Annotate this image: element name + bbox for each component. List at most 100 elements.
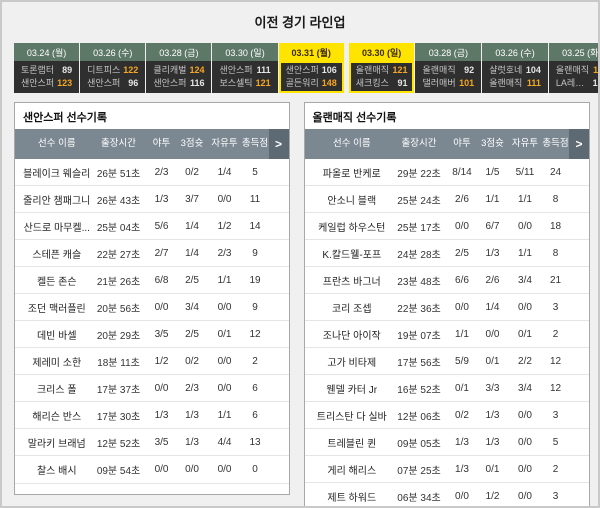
- game-scores: 클리캐벌 124 샌안스퍼 116: [146, 61, 212, 93]
- more-columns-chevron-icon[interactable]: >: [569, 129, 589, 159]
- team-score: 148: [321, 78, 337, 88]
- game-date: 03.30 (일): [348, 43, 415, 61]
- free-throws: 2/2: [518, 355, 532, 367]
- field-goals: 2/6: [455, 193, 469, 205]
- game-scores: 토론랩터 89 샌안스퍼 123: [14, 61, 80, 93]
- player-name: 조나단 아이작: [322, 330, 381, 342]
- field-goals: 0/0: [455, 220, 469, 232]
- three-pointers: 3/3: [485, 382, 500, 394]
- team-name: 샌안스퍼: [21, 78, 55, 88]
- free-throws: 0/1: [217, 328, 232, 340]
- player-row: 제레미 소한 18분 11초 1/2 0/2 0/0 2: [15, 348, 289, 375]
- player-row: 트리스탄 다 실바 12분 06초 0/2 1/3 0/0 3: [304, 402, 589, 429]
- total-points: 8: [552, 193, 559, 205]
- minutes-played: 17분 30초: [96, 411, 141, 423]
- score-line: 댈러매버 101: [417, 77, 479, 90]
- table-header: 선수 이름 출장시간 야투 3점슛 자유투 총득점 >: [15, 129, 289, 159]
- table-header: 선수 이름 출장시간 야투 3점슛 자유투 총득점 >: [304, 129, 589, 159]
- team-score: 91: [397, 78, 408, 88]
- more-columns-chevron-icon[interactable]: >: [268, 129, 289, 159]
- player-name: 스테픈 캐슬: [32, 249, 82, 261]
- player-name: K.칼드웰-포프: [322, 249, 382, 261]
- player-name: 말라키 브래넘: [27, 438, 86, 450]
- game-date: 03.30 (일): [212, 43, 278, 61]
- col-player-name: 선수 이름: [332, 138, 371, 149]
- field-goals: 0/0: [154, 464, 169, 475]
- player-row: 블레이크 웨슬리 26분 51초 2/3 0/2 1/4 5: [15, 159, 289, 186]
- game-cell[interactable]: 03.31 (월) 샌안스퍼 106 골든워리 148: [278, 43, 344, 93]
- minutes-played: 24분 28초: [397, 249, 441, 261]
- col-free-throws: 자유투: [211, 138, 238, 149]
- field-goals: 1/2: [154, 355, 169, 367]
- team-score: 121: [255, 78, 271, 88]
- score-line: 새크킹스 91: [351, 77, 413, 90]
- team-score: 101: [459, 78, 475, 88]
- player-row: 트레블린 퀸 09분 05초 1/3 1/3 0/0 5: [304, 429, 589, 456]
- score-line: 보스셀틱 121: [214, 77, 275, 90]
- three-pointers: 1/3: [485, 436, 500, 448]
- score-line: 올랜매직 121: [351, 64, 413, 77]
- team-name: 올랜매직: [555, 65, 590, 75]
- game-date: 03.28 (금): [415, 43, 482, 61]
- game-cell[interactable]: 03.26 (수) 디트피스 122 샌안스퍼 96: [80, 43, 146, 93]
- total-points: 24: [549, 166, 562, 178]
- player-row: 게리 해리스 07분 25초 1/3 0/1 0/0 2: [304, 456, 589, 483]
- free-throws: 1/4: [217, 166, 232, 178]
- minutes-played: 09분 05초: [397, 438, 441, 450]
- minutes-played: 16분 52초: [397, 384, 441, 396]
- total-points: 0: [252, 464, 258, 475]
- minutes-played: 12분 06초: [397, 411, 441, 423]
- game-cell[interactable]: 03.26 (수) 샬럿호네 104 올랜매직 111: [482, 43, 548, 93]
- free-throws: 0/0: [518, 436, 532, 448]
- field-goals: 1/3: [154, 409, 169, 421]
- team-score: 124: [189, 65, 205, 75]
- game-scores: 디트피스 122 샌안스퍼 96: [80, 61, 146, 93]
- field-goals: 8/14: [452, 166, 472, 178]
- minutes-played: 26분 51초: [96, 168, 141, 180]
- free-throws: 1/1: [217, 409, 232, 421]
- field-goals: 2/5: [455, 247, 469, 259]
- total-points: 14: [249, 220, 261, 232]
- score-line: 샌안스퍼 123: [16, 77, 77, 90]
- game-cell[interactable]: 03.30 (일) 올랜매직 121 새크킹스 91: [348, 43, 415, 93]
- game-cell[interactable]: 03.28 (금) 올랜매직 92 댈러매버 101: [415, 43, 482, 93]
- three-pointers: 1/3: [185, 409, 199, 421]
- team-name: 토론랩터: [21, 65, 55, 75]
- player-row: 해리슨 반스 17분 30초 1/3 1/3 1/1 6: [15, 402, 289, 429]
- score-line: LA레이커106: [551, 77, 598, 90]
- player-row: 조나단 아이작 19분 07초 1/1 0/0 0/1 2: [304, 321, 589, 348]
- player-name: 트레블린 퀸: [327, 438, 377, 450]
- free-throws: 0/0: [518, 220, 532, 232]
- game-cell[interactable]: 03.30 (일) 샌안스퍼 111 보스셀틱 121: [212, 43, 278, 93]
- three-pointers: 1/1: [485, 193, 500, 205]
- field-goals: 0/0: [154, 382, 169, 394]
- three-pointers: 2/3: [185, 382, 199, 394]
- team-score: 106: [592, 78, 598, 88]
- player-row: 코리 조셉 22분 36초 0/0 1/4 0/0 3: [304, 294, 589, 321]
- three-pointers: 1/3: [485, 247, 500, 259]
- game-cell[interactable]: 03.28 (금) 클리캐벌 124 샌안스퍼 116: [146, 43, 212, 93]
- game-date: 03.24 (월): [14, 43, 80, 61]
- player-row: 데빈 바셀 20분 29초 3/5 2/5 0/1 12: [15, 321, 289, 348]
- field-goals: 5/9: [455, 355, 469, 367]
- team-name: 샌안스퍼: [87, 78, 121, 88]
- field-goals: 6/6: [455, 274, 469, 286]
- col-total-points: 총득점: [542, 138, 569, 149]
- game-cell[interactable]: 03.25 (화)올랜매직118LA레이커106: [548, 43, 598, 93]
- player-name: 산드로 마무켈...: [23, 222, 90, 234]
- three-pointers: 2/6: [485, 274, 500, 286]
- team-score: 116: [189, 78, 205, 88]
- minutes-played: 17분 56초: [397, 357, 441, 369]
- field-goals: 0/0: [455, 301, 469, 313]
- minutes-played: 07분 25초: [397, 465, 441, 477]
- player-row: 고가 비타제 17분 56초 5/9 0/1 2/2 12: [304, 348, 589, 375]
- col-total-points: 총득점: [241, 138, 269, 149]
- score-line: 샌안스퍼 96: [82, 77, 143, 90]
- free-throws: 0/0: [217, 355, 232, 367]
- game-date: 03.26 (수): [80, 43, 146, 61]
- player-row: 찰스 배시 09분 54초 0/0 0/0 0/0 0: [15, 456, 289, 483]
- total-points: 12: [249, 328, 261, 340]
- game-cell[interactable]: 03.24 (월) 토론랩터 89 샌안스퍼 123: [14, 43, 80, 93]
- three-pointers: 3/7: [185, 193, 199, 205]
- free-throws: 4/4: [217, 436, 232, 448]
